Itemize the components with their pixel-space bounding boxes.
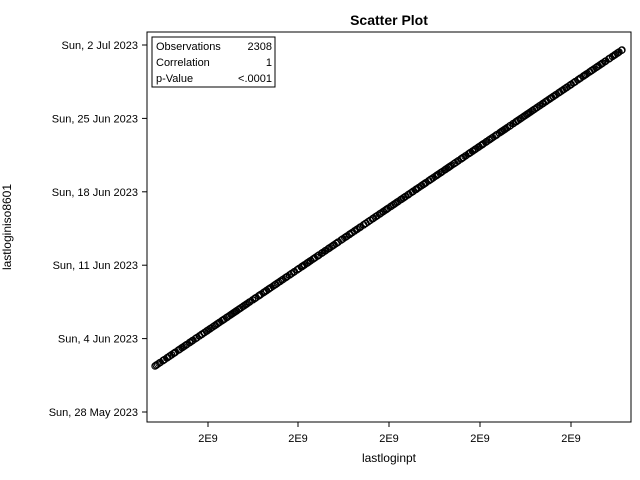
x-tick-label: 2E9 bbox=[470, 433, 490, 445]
y-tick-label: Sun, 11 Jun 2023 bbox=[53, 260, 138, 272]
stats-value-correlation: 1 bbox=[266, 57, 272, 69]
x-tick-label: 2E9 bbox=[288, 433, 308, 445]
x-axis-label: lastloginpt bbox=[362, 451, 417, 465]
stats-label-observations: Observations bbox=[156, 41, 221, 53]
y-tick-label: Sun, 18 Jun 2023 bbox=[52, 187, 138, 199]
stats-box: Observations 2308 Correlation 1 p-Value … bbox=[151, 36, 276, 88]
y-axis-label: lastloginiso8601 bbox=[0, 184, 14, 270]
x-axis: 2E9 2E9 2E9 2E9 2E9 bbox=[198, 422, 581, 445]
y-tick-label: Sun, 28 May 2023 bbox=[49, 407, 138, 419]
stats-value-observations: 2308 bbox=[248, 41, 272, 53]
scatter-point bbox=[427, 175, 436, 183]
chart-title: Scatter Plot bbox=[350, 12, 428, 28]
y-tick-label: Sun, 25 Jun 2023 bbox=[52, 113, 138, 125]
x-tick-label: 2E9 bbox=[379, 433, 399, 445]
stats-box-frame bbox=[151, 36, 276, 88]
y-tick-label: Sun, 2 Jul 2023 bbox=[62, 40, 138, 52]
x-tick-label: 2E9 bbox=[198, 433, 218, 445]
stats-label-correlation: Correlation bbox=[156, 57, 210, 69]
y-axis: Sun, 28 May 2023 Sun, 4 Jun 2023 Sun, 11 J… bbox=[49, 40, 147, 419]
stats-label-p-value: p-Value bbox=[156, 73, 193, 85]
y-tick-label: Sun, 4 Jun 2023 bbox=[58, 334, 138, 346]
scatter-point bbox=[618, 46, 626, 54]
data-points bbox=[151, 46, 626, 370]
x-tick-label: 2E9 bbox=[561, 433, 581, 445]
stats-value-p-value: <.0001 bbox=[238, 73, 272, 85]
